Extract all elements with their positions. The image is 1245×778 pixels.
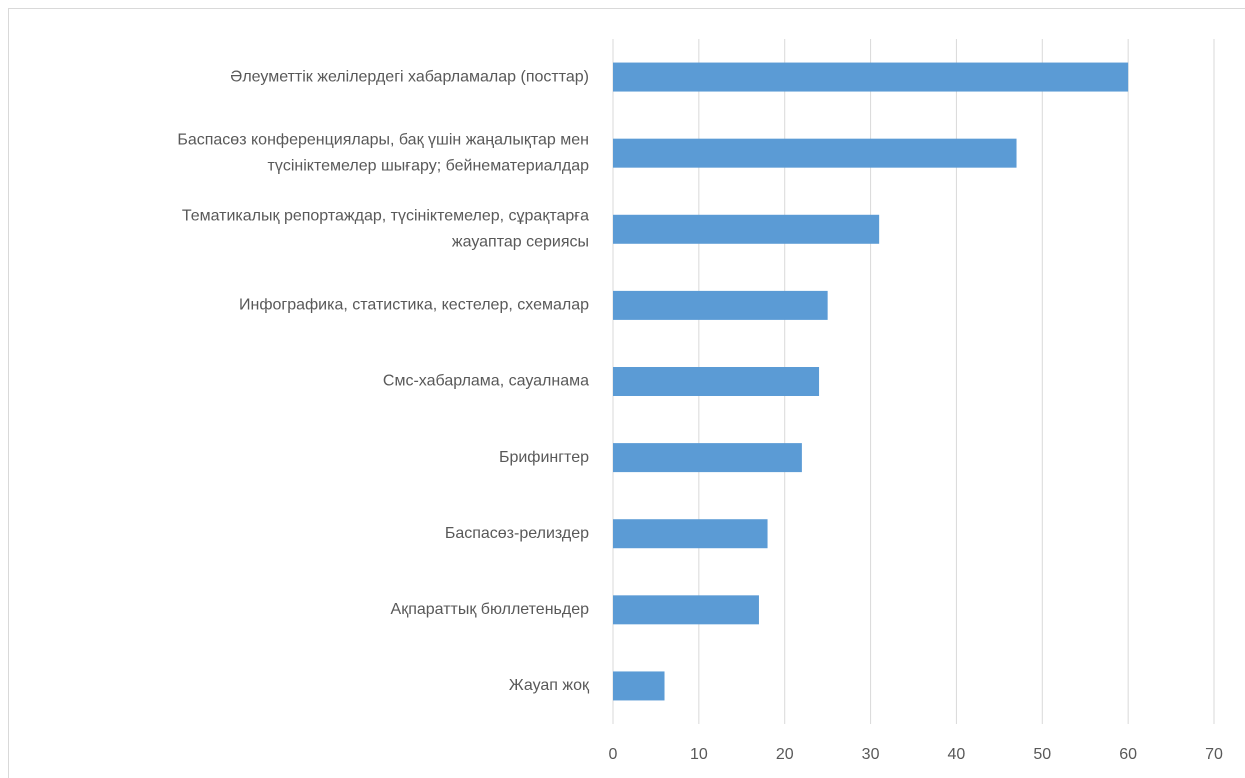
y-tick-label: Тематикалық репортаждар, түсініктемелер,… (182, 207, 589, 224)
bar (613, 138, 1017, 168)
x-tick-label: 10 (690, 746, 708, 763)
bar (613, 671, 665, 701)
x-tick-label: 0 (609, 746, 618, 763)
x-tick-label: 50 (1033, 746, 1051, 763)
bar (613, 443, 802, 473)
x-tick-label: 40 (948, 746, 966, 763)
y-tick-label: Баспасөз-релиздер (445, 525, 589, 542)
y-tick-label: түсініктемелер шығару; бейнематериалдар (268, 157, 590, 174)
x-tick-label: 20 (776, 746, 794, 763)
bar (613, 367, 820, 396)
y-tick-label: Жауап жоқ (509, 677, 590, 694)
bar (613, 595, 759, 625)
y-tick-label: Смс-хабарлама, сауалнама (383, 373, 589, 390)
x-tick-label: 70 (1205, 746, 1223, 763)
bar (613, 519, 768, 549)
y-tick-label: Баспасөз конференциялары, бақ үшін жаңал… (177, 131, 589, 148)
bar (613, 290, 828, 320)
x-tick-label: 30 (862, 746, 880, 763)
y-tick-label: Ақпараттық бюллетеньдер (391, 601, 590, 618)
y-tick-label: Инфографика, статистика, кестелер, схема… (239, 297, 589, 314)
bar (613, 62, 1129, 92)
y-tick-label: Әлеуметтік желілердегі хабарламалар (пос… (230, 68, 589, 85)
y-tick-label: Брифингтер (499, 449, 589, 466)
bar (613, 214, 880, 244)
x-tick-label: 60 (1119, 746, 1137, 763)
y-tick-label: жауаптар сериясы (452, 233, 589, 250)
